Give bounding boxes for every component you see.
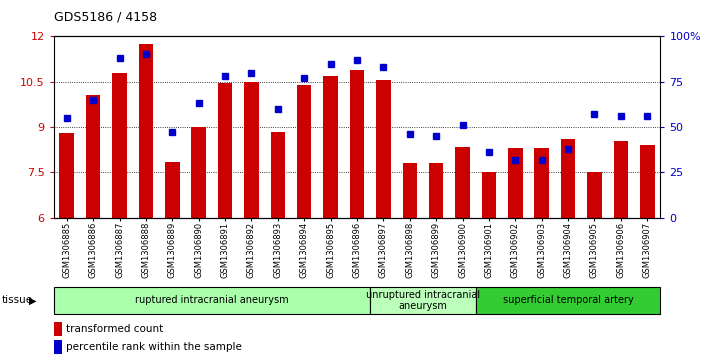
Text: GDS5186 / 4158: GDS5186 / 4158	[54, 11, 156, 24]
Bar	[429, 163, 443, 218]
Bar	[323, 76, 338, 218]
Bar	[165, 162, 179, 218]
Bar	[376, 80, 391, 218]
Text: unruptured intracranial
aneurysm: unruptured intracranial aneurysm	[366, 290, 480, 311]
Bar	[191, 127, 206, 218]
Bar	[613, 141, 628, 218]
Bar	[244, 82, 258, 218]
Bar	[560, 139, 575, 218]
Bar	[640, 145, 655, 218]
Bar	[456, 147, 470, 218]
Bar	[54, 287, 370, 314]
Bar	[476, 287, 660, 314]
Text: ruptured intracranial aneurysm: ruptured intracranial aneurysm	[135, 295, 288, 305]
Bar	[271, 132, 285, 218]
Bar	[54, 322, 61, 336]
Bar	[403, 163, 417, 218]
Text: transformed count: transformed count	[66, 324, 164, 334]
Bar	[535, 148, 549, 218]
Bar	[587, 172, 602, 218]
Bar	[350, 70, 364, 218]
Bar	[218, 83, 232, 218]
Bar	[86, 95, 101, 218]
Bar	[508, 148, 523, 218]
Bar	[482, 172, 496, 218]
Bar	[139, 44, 154, 218]
Bar	[112, 73, 127, 218]
Text: superficial temporal artery: superficial temporal artery	[503, 295, 633, 305]
Text: tissue: tissue	[1, 295, 33, 305]
Bar	[297, 85, 311, 218]
Text: percentile rank within the sample: percentile rank within the sample	[66, 342, 242, 352]
Bar	[370, 287, 476, 314]
Bar	[59, 133, 74, 218]
Bar	[54, 340, 61, 354]
Text: ▶: ▶	[29, 295, 36, 305]
